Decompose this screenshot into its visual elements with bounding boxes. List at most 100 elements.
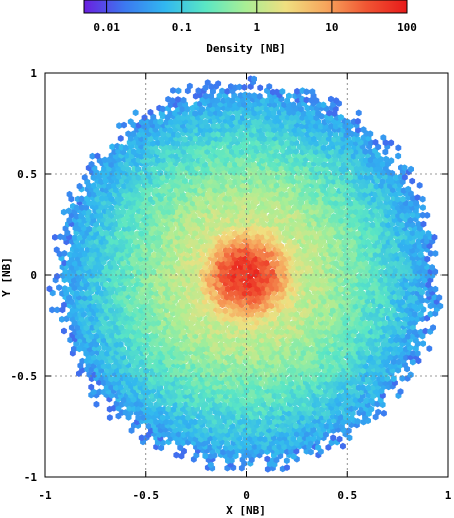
density-cell — [315, 444, 322, 451]
density-cell — [407, 371, 414, 379]
density-cell — [265, 169, 272, 177]
density-cell — [202, 358, 208, 366]
density-cell — [209, 345, 216, 353]
density-cell — [283, 165, 290, 172]
density-cell — [151, 251, 158, 259]
density-cell — [288, 397, 295, 404]
density-cell — [178, 452, 185, 460]
density-cell — [202, 452, 209, 460]
density-cell — [260, 152, 267, 160]
density-cell — [393, 174, 400, 182]
density-cell — [340, 350, 347, 357]
density-cell — [387, 285, 393, 293]
density-cell — [115, 208, 122, 216]
density-cell — [317, 388, 324, 396]
density-cell — [263, 259, 270, 267]
density-cell — [85, 208, 92, 216]
density-cell — [332, 199, 339, 207]
density-cell — [60, 208, 67, 216]
density-cell — [61, 250, 68, 257]
density-cell — [408, 165, 414, 173]
density-cell — [146, 362, 153, 370]
density-cell — [168, 366, 175, 374]
density-cell — [300, 135, 307, 143]
density-cell — [177, 307, 183, 314]
density-cell — [360, 126, 367, 134]
density-cell — [274, 260, 281, 267]
density-cell — [207, 152, 214, 160]
density-cell — [173, 451, 180, 459]
density-cell — [91, 242, 98, 250]
density-cell — [368, 182, 374, 190]
density-cell — [268, 353, 275, 361]
density-cell — [258, 311, 265, 318]
density-cell — [148, 118, 155, 126]
density-cell — [158, 161, 164, 169]
density-cell — [271, 444, 278, 451]
density-cell — [118, 324, 125, 331]
density-cell — [333, 260, 339, 267]
density-cell — [436, 294, 443, 301]
density-cell — [105, 217, 112, 225]
density-cell — [242, 161, 249, 168]
density-cell — [227, 290, 234, 297]
density-cell — [192, 307, 198, 315]
density-cell — [195, 361, 201, 369]
density-cell — [143, 367, 150, 375]
density-cell — [66, 190, 73, 198]
density-cell — [303, 370, 310, 378]
density-cell — [308, 302, 315, 310]
density-cell — [409, 358, 416, 366]
density-cell — [278, 234, 285, 241]
density-cell — [323, 397, 330, 404]
density-cell — [302, 397, 309, 404]
density-cell — [91, 225, 98, 233]
density-cell — [293, 447, 300, 455]
density-cell — [199, 140, 206, 147]
density-cell — [162, 161, 169, 168]
density-cell — [169, 294, 176, 301]
density-cell — [353, 337, 360, 345]
colorbar-gradient — [83, 0, 408, 14]
density-cell — [117, 306, 124, 314]
density-cell — [98, 178, 105, 186]
density-cell — [239, 131, 245, 139]
density-cell — [215, 122, 222, 130]
density-cell — [219, 174, 225, 182]
density-cell — [150, 165, 157, 173]
density-cell — [113, 281, 120, 289]
density-cell — [162, 289, 169, 297]
density-cell — [414, 230, 421, 237]
density-cell — [264, 174, 270, 182]
density-cell — [117, 341, 124, 348]
density-cell — [241, 170, 248, 177]
density-cell — [173, 315, 179, 323]
density-cell — [162, 272, 169, 280]
colorbar-label: Density [NB] — [206, 42, 285, 55]
colorbar: 0.01 0.1 1 10 100 Density [NB] — [83, 0, 417, 55]
density-cell — [238, 148, 245, 156]
density-cell — [46, 285, 53, 293]
density-cell — [336, 340, 343, 348]
density-cell — [242, 255, 249, 263]
density-cell — [184, 302, 191, 310]
density-cell — [268, 190, 275, 198]
density-cell — [313, 336, 320, 344]
density-cell — [125, 242, 132, 250]
density-cell — [268, 302, 275, 310]
density-cell — [234, 397, 241, 404]
density-cell — [372, 413, 379, 421]
density-cell — [157, 324, 164, 331]
density-cell — [284, 216, 290, 224]
density-cell — [424, 255, 431, 263]
density-cell — [216, 281, 223, 288]
density-cell — [380, 134, 387, 141]
density-cell — [419, 195, 426, 203]
density-cell — [108, 238, 115, 245]
density-cell — [115, 251, 122, 258]
density-cell — [283, 405, 290, 413]
plot-area: -1 -0.5 0 0.5 1 -1-0.500.51 X [NB] Y [NB] — [0, 67, 452, 517]
density-cell — [398, 311, 405, 319]
density-cell — [117, 135, 124, 142]
density-cell — [243, 353, 250, 361]
